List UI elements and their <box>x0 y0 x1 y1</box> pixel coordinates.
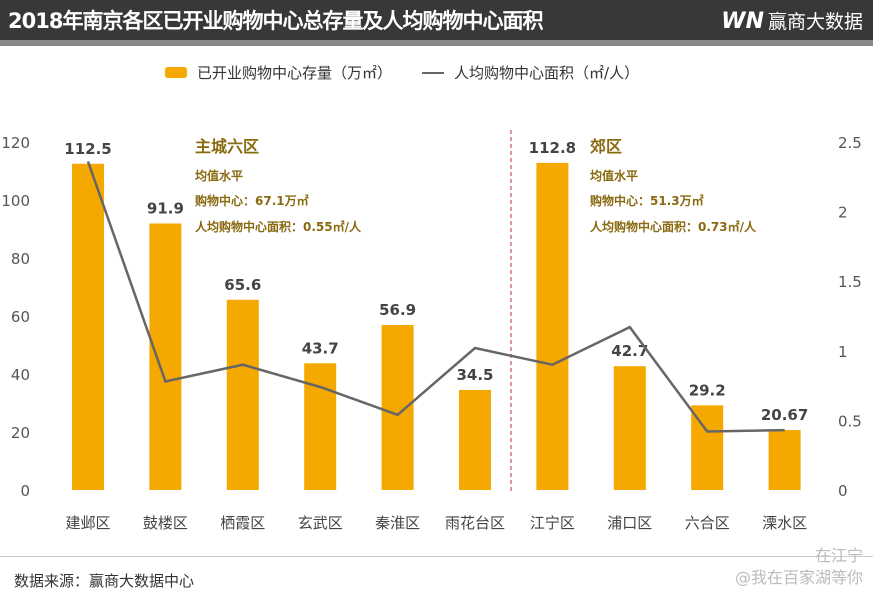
left-axis-tick: 40 <box>11 366 30 384</box>
right-axis-tick: 2.5 <box>838 134 862 152</box>
category-label: 玄武区 <box>298 514 343 532</box>
bar-栖霞区 <box>226 299 259 490</box>
right-axis-tick: 2 <box>838 204 848 222</box>
right-axis-tick: 0 <box>838 482 848 500</box>
right-axis-tick: 1 <box>838 343 848 361</box>
category-label: 秦淮区 <box>375 514 420 532</box>
left-axis-tick: 100 <box>1 192 30 210</box>
annotation-line2: 人均购物中心面积：0.73㎡/人 <box>590 219 757 234</box>
legend-bar-label: 已开业购物中心存量（万㎡） <box>197 64 393 82</box>
category-label: 溧水区 <box>762 514 807 532</box>
annotation-sub: 均值水平 <box>195 168 243 183</box>
watermark-line2: @我在百家湖等你 <box>734 568 863 587</box>
category-label: 建邺区 <box>65 514 110 532</box>
bar-data-label: 112.5 <box>64 140 111 158</box>
right-axis-tick: 1.5 <box>838 273 862 291</box>
bar-data-label: 112.8 <box>529 139 576 157</box>
bar-浦口区 <box>613 366 646 490</box>
annotation-heading: 郊区 <box>590 137 622 156</box>
bar-data-label: 43.7 <box>302 339 339 357</box>
source-note: 数据来源：赢商大数据中心 <box>14 572 195 590</box>
header-bar: 2018年南京各区已开业购物中心总存量及人均购物中心面积 WN 赢商大数据 <box>0 0 873 46</box>
category-label: 六合区 <box>685 514 730 532</box>
bar-data-label: 42.7 <box>611 342 648 360</box>
divider <box>0 556 873 557</box>
legend-line-swatch <box>422 71 445 74</box>
annotation-line1: 购物中心：51.3万㎡ <box>590 193 704 208</box>
bar-data-label: 20.67 <box>761 406 808 424</box>
bar-鼓楼区 <box>149 223 182 491</box>
left-axis-tick: 0 <box>20 482 30 500</box>
legend-line-label: 人均购物中心面积（㎡/人） <box>454 64 640 82</box>
bar-data-label: 65.6 <box>224 276 261 294</box>
logo: WN 赢商大数据 <box>721 7 863 34</box>
chart-title: 2018年南京各区已开业购物中心总存量及人均购物中心面积 <box>8 9 543 33</box>
watermark: 在江宁 @我在百家湖等你 <box>735 545 863 589</box>
annotation-sub: 均值水平 <box>590 168 638 183</box>
logo-mark: WN <box>721 9 764 34</box>
category-label: 栖霞区 <box>220 514 265 532</box>
bar-六合区 <box>691 405 724 490</box>
bar-data-label: 29.2 <box>689 381 726 399</box>
bar-雨花台区 <box>459 389 491 490</box>
category-label: 鼓楼区 <box>143 514 188 532</box>
category-label: 浦口区 <box>607 514 652 532</box>
logo-text: 赢商大数据 <box>767 11 863 33</box>
bar-溧水区 <box>768 430 801 490</box>
annotation-line1: 购物中心：67.1万㎡ <box>195 193 309 208</box>
annotation-heading: 主城六区 <box>195 137 259 156</box>
bar-data-label: 56.9 <box>379 301 416 319</box>
category-label: 江宁区 <box>530 514 575 532</box>
watermark-line1: 在江宁 <box>814 546 863 565</box>
bar-秦淮区 <box>381 324 414 490</box>
bar-data-label: 91.9 <box>147 199 184 217</box>
right-axis-tick: 0.5 <box>838 412 862 430</box>
bar-data-label: 34.5 <box>456 366 493 384</box>
legend: 已开业购物中心存量（万㎡） 人均购物中心面积（㎡/人） <box>165 62 639 83</box>
left-axis-tick: 20 <box>11 424 30 442</box>
chart-area: 0 20 40 60 80 100 120 0 0.5 1 1.5 2 2.5 112.5 建邺区 91.9 鼓… <box>1 130 862 532</box>
category-label: 雨花台区 <box>445 514 505 532</box>
annotation-line2: 人均购物中心面积：0.55㎡/人 <box>195 219 362 234</box>
line-series <box>86 161 785 433</box>
legend-bar-swatch <box>165 67 187 78</box>
bar-江宁区 <box>536 162 569 490</box>
bar-建邺区 <box>72 163 104 490</box>
left-axis-tick: 80 <box>11 250 30 268</box>
left-axis-tick: 120 <box>1 134 30 152</box>
left-axis-tick: 60 <box>11 308 30 326</box>
bar-玄武区 <box>304 363 337 490</box>
